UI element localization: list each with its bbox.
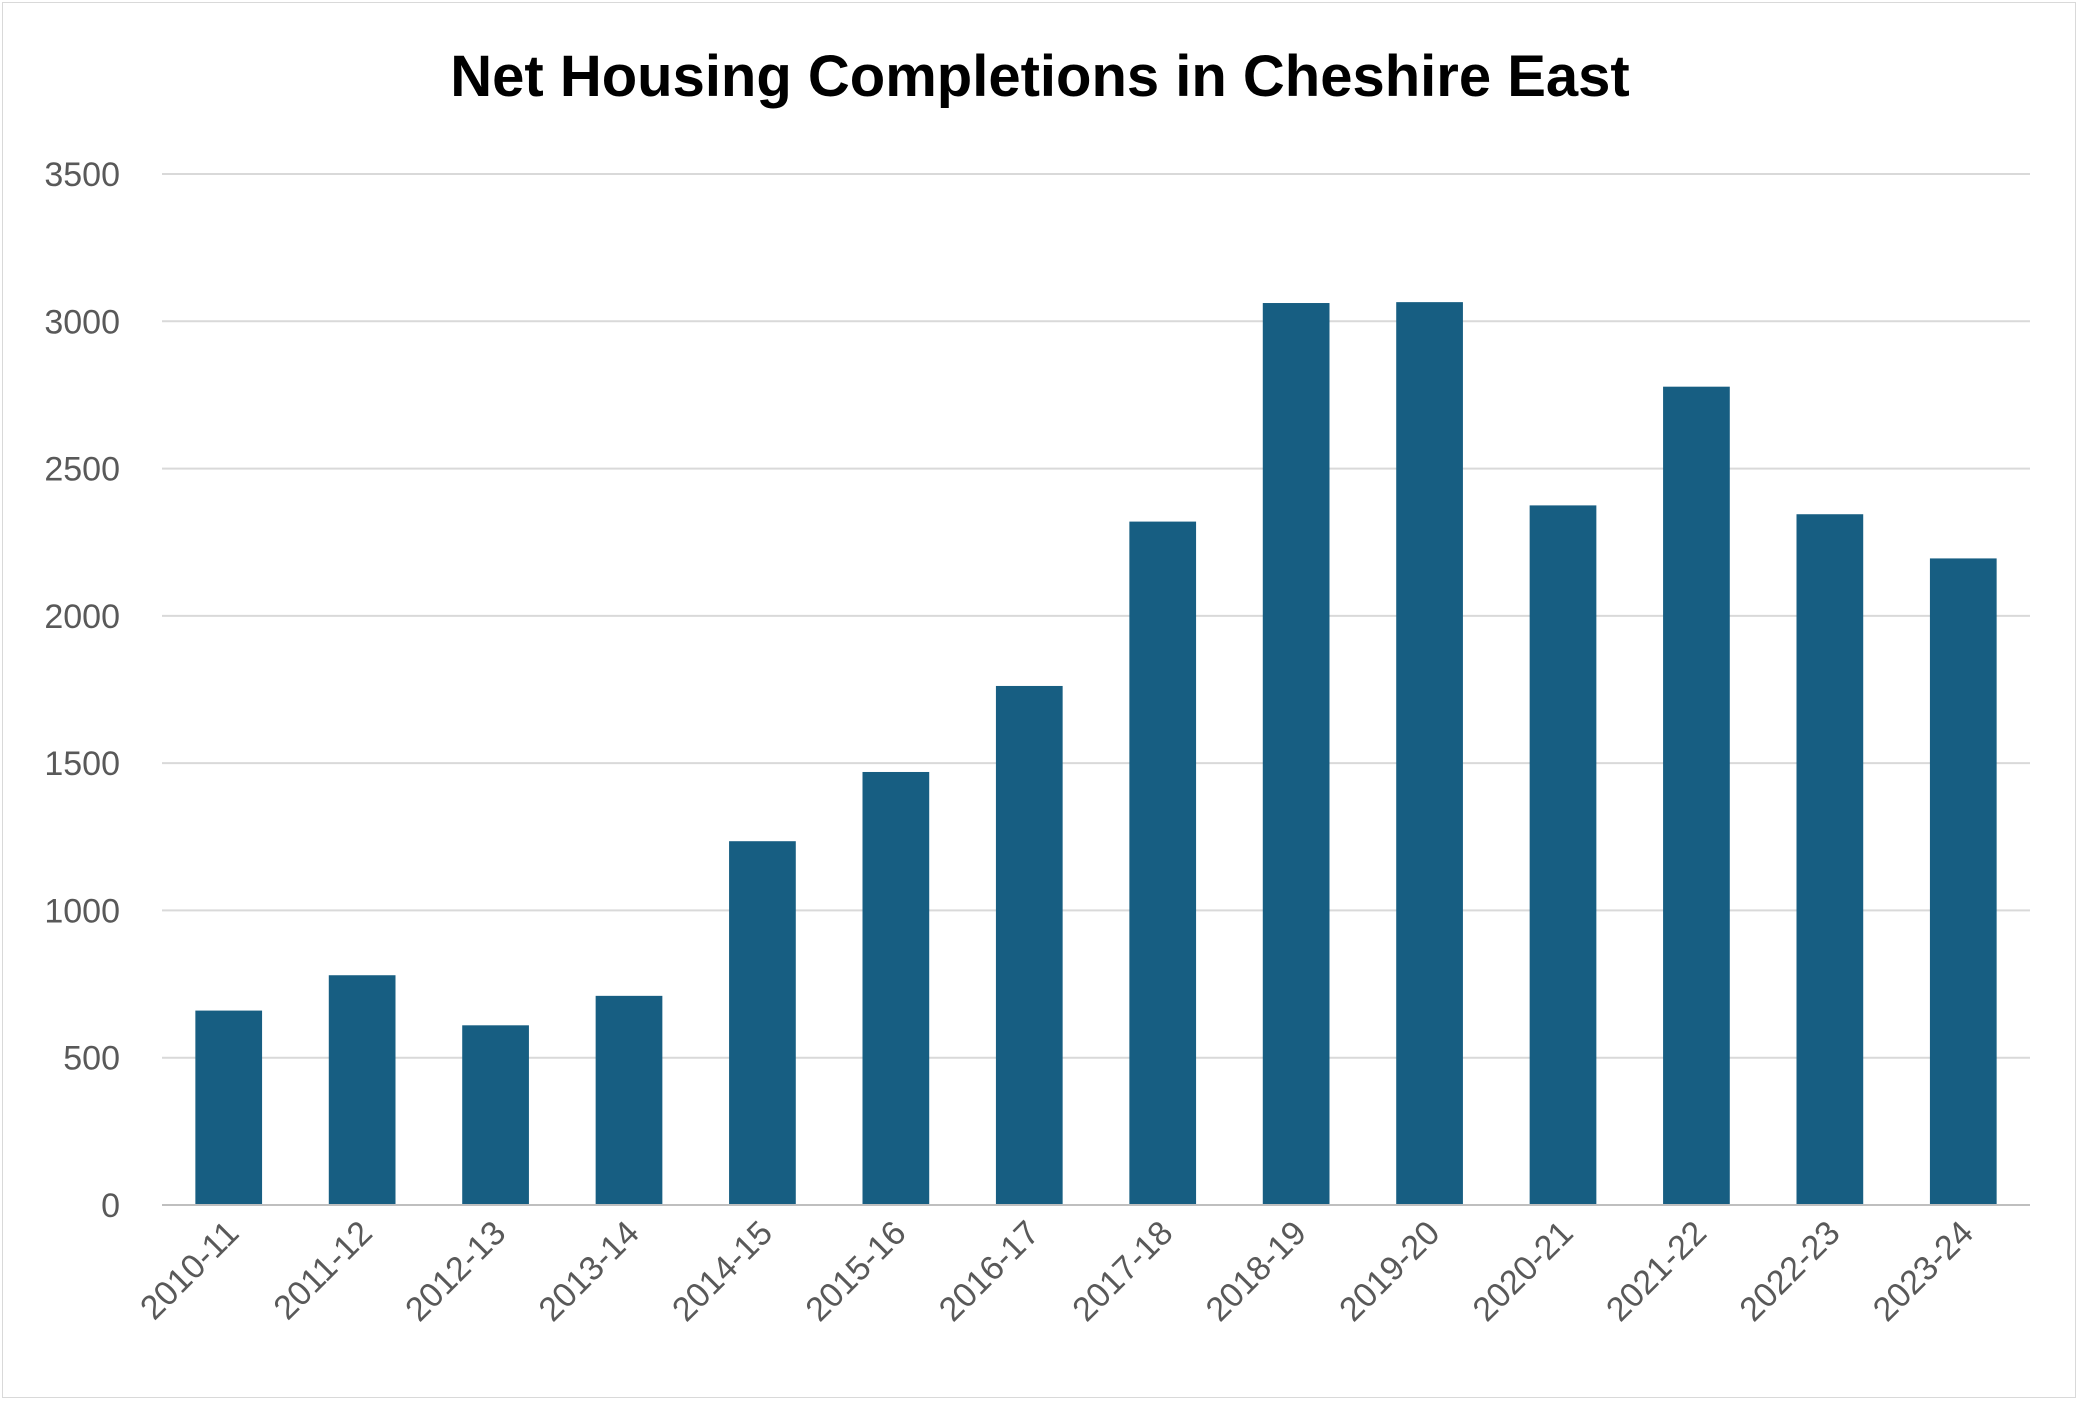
y-tick-label: 2500	[44, 451, 120, 489]
x-axis-tick-labels: 2010-11 2011-12 2012-13 2013-14 2014-15 2015-…	[133, 1214, 1981, 1329]
bar-2012-13	[462, 1025, 529, 1205]
x-tick-label: 2019-20	[1332, 1214, 1447, 1329]
x-tick-label: 2017-18	[1065, 1214, 1180, 1329]
y-tick-label: 2000	[44, 598, 120, 636]
bar-2016-17	[995, 685, 1063, 1205]
bar-2022-23	[1796, 514, 1864, 1205]
x-tick-label: 2010-11	[133, 1214, 246, 1327]
bar-2021-22	[1663, 386, 1730, 1206]
bar-2010-11	[195, 1010, 263, 1205]
bar-2017-18	[1129, 521, 1197, 1205]
x-tick-label: 2014-15	[665, 1214, 780, 1329]
bars	[195, 302, 1997, 1206]
bar-2020-21	[1529, 505, 1597, 1206]
bar-2018-19	[1262, 303, 1330, 1205]
y-tick-label: 0	[101, 1187, 120, 1225]
y-tick-label: 1500	[44, 745, 120, 783]
x-tick-label: 2020-21	[1466, 1214, 1581, 1329]
y-axis-tick-labels: 0 500 1000 1500 2000 2500 3000 3500	[44, 156, 120, 1225]
x-tick-label: 2015-16	[798, 1214, 913, 1329]
x-tick-label: 2022-23	[1732, 1214, 1847, 1329]
x-tick-label: 2023-24	[1866, 1214, 1981, 1329]
x-tick-label: 2016-17	[932, 1214, 1047, 1329]
x-tick-label: 2021-22	[1599, 1214, 1714, 1329]
bar-2014-15	[729, 841, 796, 1205]
x-tick-label: 2013-14	[532, 1214, 647, 1329]
gridlines	[162, 173, 2030, 1059]
y-tick-label: 3000	[44, 303, 120, 341]
y-tick-label: 3500	[44, 156, 120, 194]
y-tick-label: 1000	[44, 892, 120, 930]
y-tick-label: 500	[63, 1040, 120, 1078]
bar-2013-14	[595, 995, 663, 1205]
bar-2011-12	[328, 975, 396, 1205]
x-tick-label: 2011-12	[266, 1214, 379, 1327]
bar-2023-24	[1929, 558, 1997, 1205]
bar-2015-16	[862, 771, 930, 1205]
x-tick-label: 2018-19	[1199, 1214, 1314, 1329]
chart-title: Net Housing Completions in Cheshire East	[450, 44, 1629, 109]
bar-2019-20	[1396, 302, 1463, 1206]
x-tick-label: 2012-13	[398, 1214, 513, 1329]
